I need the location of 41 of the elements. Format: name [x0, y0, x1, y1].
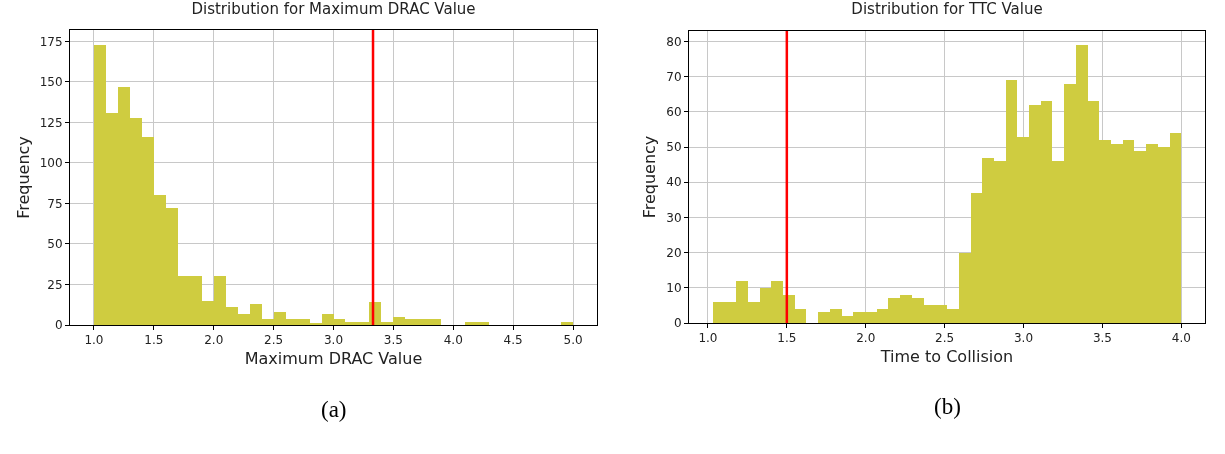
y-tick-label: 100 [39, 156, 63, 171]
y-tick-label: 0 [54, 318, 63, 333]
x-tick-label: 1.0 [698, 331, 718, 346]
y-tick-label: 80 [666, 34, 682, 49]
x-tick-label: 4.5 [503, 333, 523, 348]
y-tick-label: 30 [666, 210, 682, 225]
x-tick-label: 1.5 [144, 333, 164, 348]
y-tick-label: 25 [47, 277, 63, 292]
x-tick-label: 4.0 [443, 333, 463, 348]
text: (b) [934, 394, 961, 419]
y-tick-label: 50 [47, 237, 63, 252]
y-tick-label: 75 [47, 196, 63, 211]
x-tick-label: 3.5 [383, 333, 403, 348]
x-tick-label: 3.5 [1092, 331, 1112, 346]
y-tick-label: 70 [666, 69, 682, 84]
x-tick-label: 2.5 [935, 331, 955, 346]
y-tick-label: 40 [666, 175, 682, 190]
y-axis-title: Frequency [13, 136, 33, 219]
y-tick-label: 20 [666, 245, 682, 260]
text: (a) [321, 397, 347, 422]
x-tick-label: 2.0 [856, 331, 876, 346]
chart-title: Distribution for Maximum DRAC Value [191, 0, 476, 18]
x-tick-label: 1.0 [84, 333, 104, 348]
x-tick-label: 3.0 [323, 333, 344, 348]
x-tick-label: 2.0 [204, 333, 224, 348]
x-axis-title: Maximum DRAC Value [244, 349, 423, 369]
x-tick-label: 1.5 [777, 331, 797, 346]
y-tick-label: 125 [39, 115, 63, 130]
y-tick-label: 50 [666, 140, 682, 155]
x-tick-label: 4.0 [1171, 331, 1191, 346]
y-tick-label: 10 [666, 281, 682, 296]
x-tick-label: 5.0 [563, 333, 583, 348]
y-axis-title: Frequency [640, 135, 660, 219]
x-tick-label: 2.5 [264, 333, 284, 348]
y-tick-label: 175 [39, 34, 63, 49]
x-axis-title: Time to Collision [879, 347, 1014, 367]
y-tick-label: 150 [39, 75, 63, 90]
y-tick-label: 60 [666, 105, 682, 120]
x-tick-label: 3.0 [1013, 331, 1034, 346]
chart-title: Distribution for TTC Value [851, 0, 1043, 18]
y-tick-label: 0 [673, 316, 682, 331]
